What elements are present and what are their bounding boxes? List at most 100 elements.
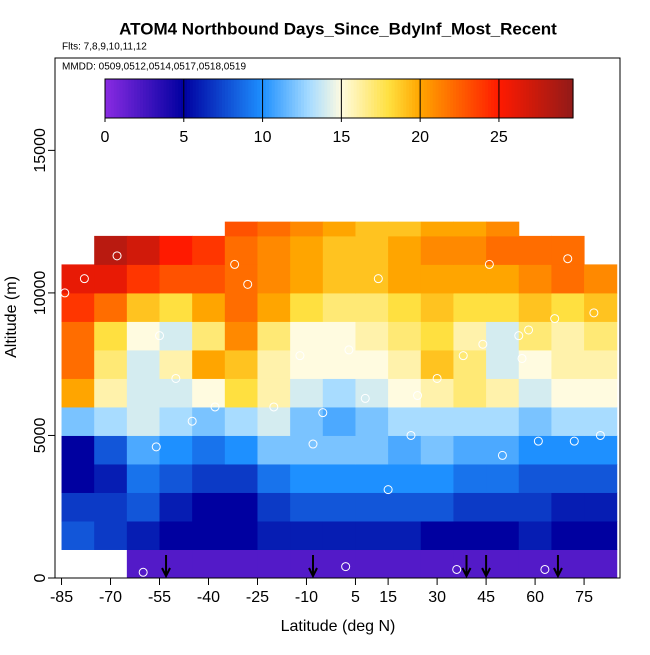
heat-cell [388, 435, 422, 465]
colorbar-swatch [116, 79, 121, 118]
colorbar-swatch [163, 79, 168, 118]
heat-cell [420, 321, 454, 351]
colorbar-swatch [192, 79, 197, 118]
sample-point [514, 331, 524, 341]
heat-cell [486, 549, 520, 579]
heat-cell [551, 349, 585, 379]
sample-point [138, 567, 148, 577]
colorbar-tick-label: 15 [332, 129, 350, 146]
heat-cell [388, 235, 422, 265]
heat-cell [159, 406, 193, 436]
heat-cell [159, 264, 193, 294]
heat-cell [486, 463, 520, 493]
heat-cell [94, 520, 128, 550]
heat-cell [159, 378, 193, 408]
colorbar-swatch [181, 79, 185, 118]
heat-cell [388, 264, 422, 294]
heat-cell [224, 321, 258, 351]
heat-cell [486, 349, 520, 379]
sample-point [318, 408, 328, 418]
colorbar-swatch [377, 79, 381, 118]
heat-cell [355, 378, 389, 408]
heat-cell [486, 378, 520, 408]
colorbar-swatch [289, 79, 293, 118]
colorbar-swatch [567, 79, 571, 118]
colorbar-swatch [315, 79, 320, 118]
colorbar-swatch [277, 79, 282, 118]
x-tick-label: 60 [526, 589, 544, 606]
heat-cell [420, 221, 454, 237]
colorbar-swatch [432, 79, 437, 118]
colorbar-swatch [359, 79, 363, 118]
colorbar-swatch [341, 79, 346, 118]
heat-cell [388, 321, 422, 351]
heat-cell [257, 406, 291, 436]
colorbar-swatch [257, 79, 261, 118]
heat-cell [388, 492, 422, 522]
heat-cell [453, 406, 487, 436]
sample-point [383, 485, 393, 495]
heat-cell [388, 520, 422, 550]
overlay [60, 251, 605, 579]
heat-cell [290, 406, 324, 436]
heat-cell [355, 492, 389, 522]
colorbar-swatch [458, 79, 463, 118]
colorbar-tick-label: 20 [411, 129, 429, 146]
sample-point [341, 562, 351, 572]
x-tick-label: -55 [148, 589, 171, 606]
colorbar-swatch [292, 79, 296, 118]
heat-cell [420, 463, 454, 493]
colorbar-swatch [224, 79, 229, 118]
heat-cell [290, 349, 324, 379]
heat-cell [322, 264, 356, 294]
colorbar-swatch [365, 79, 369, 118]
colorbar-swatch [450, 79, 454, 118]
heat-cell [551, 520, 585, 550]
sample-point [151, 442, 161, 452]
heat-cell [355, 292, 389, 322]
heat-cell [420, 235, 454, 265]
heat-cell [159, 435, 193, 465]
heat-cell [453, 435, 487, 465]
heat-cell [355, 221, 389, 237]
colorbar-swatch [283, 79, 287, 118]
colorbar-swatch [251, 79, 255, 118]
colorbar-swatch [546, 79, 551, 118]
sample-point [406, 430, 416, 440]
colorbar-swatch [148, 79, 153, 118]
heat-cell [420, 435, 454, 465]
x-tick-label: 15 [379, 589, 397, 606]
colorbar-swatch [137, 79, 141, 118]
heat-cell [388, 221, 422, 237]
colorbar-swatch [394, 79, 399, 118]
heat-cell [322, 221, 356, 237]
heat-cell [518, 378, 552, 408]
heat-cell [551, 321, 585, 351]
colorbar-swatch [175, 79, 179, 118]
heat-cell [551, 463, 585, 493]
colorbar-swatch [461, 79, 466, 118]
sample-point [458, 351, 468, 361]
heat-cell [551, 264, 585, 294]
colorbar-swatch [523, 79, 527, 118]
heat-cell [453, 221, 487, 237]
heat-cell [290, 435, 324, 465]
heat-cell [322, 435, 356, 465]
colorbar-swatch [312, 79, 317, 118]
heat-cell [518, 492, 552, 522]
heat-cell [159, 463, 193, 493]
heat-cell [584, 349, 618, 379]
colorbar-swatch [113, 79, 118, 118]
colorbar-swatch [374, 79, 378, 118]
colorbar-swatch [488, 79, 492, 118]
heat-cell [192, 378, 226, 408]
heat-cell [94, 492, 128, 522]
sample-point [452, 564, 462, 574]
heat-cell [486, 321, 520, 351]
colorbar-swatch [219, 79, 223, 118]
heat-cell [290, 520, 324, 550]
sample-point [210, 402, 220, 412]
colorbar-swatch [169, 79, 173, 118]
colorbar-swatch [327, 79, 331, 118]
